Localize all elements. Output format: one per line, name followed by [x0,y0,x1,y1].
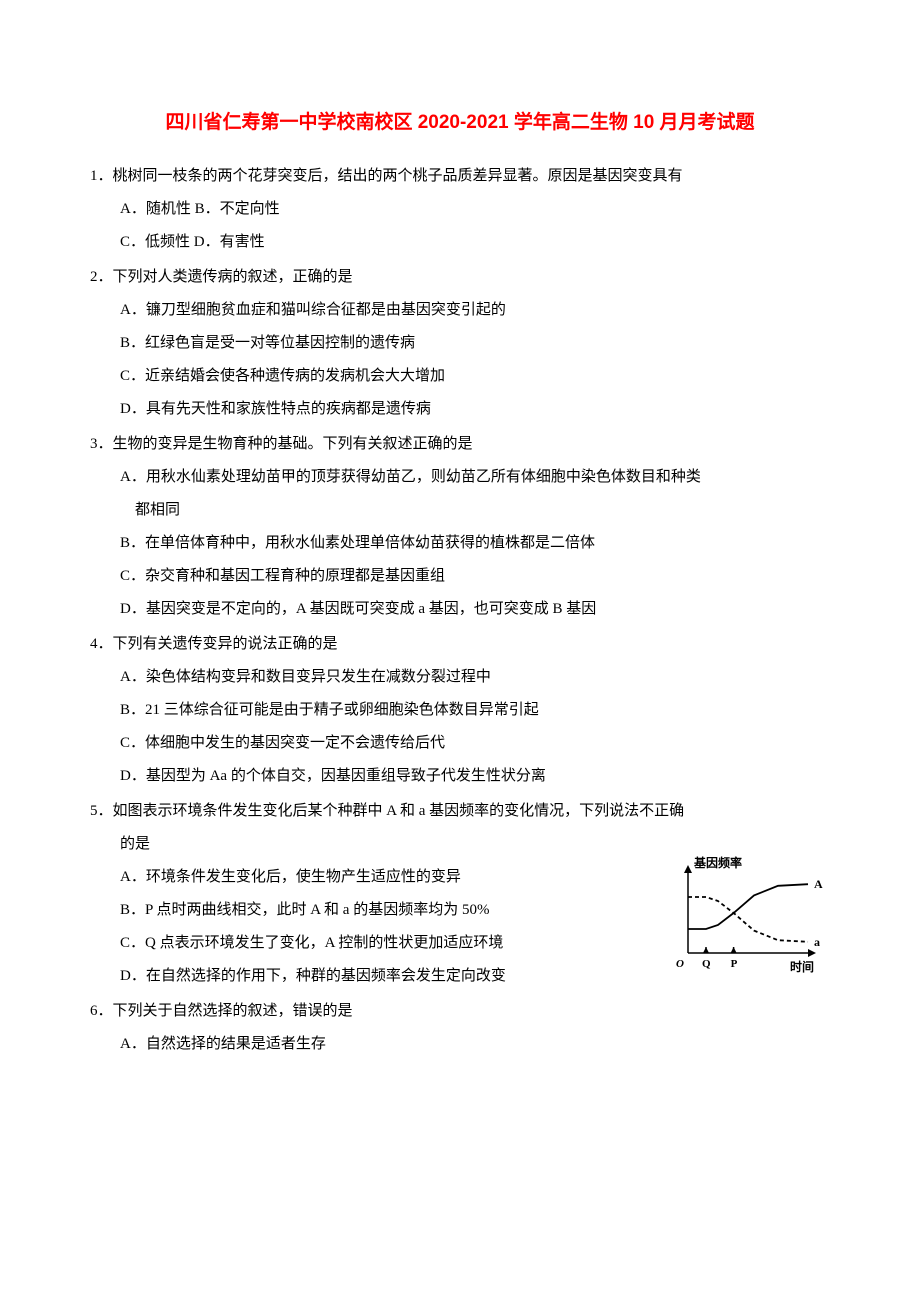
question-1: 1．桃树同一枝条的两个花芽突变后，结出的两个桃子品质差异显著。原因是基因突变具有… [90,160,830,259]
question-1-option-ab: A．随机性 B．不定向性 [90,193,830,226]
question-3-stem: 3．生物的变异是生物育种的基础。下列有关叙述正确的是 [90,428,830,461]
question-3-option-c: C．杂交育种和基因工程育种的原理都是基因重组 [90,560,830,593]
question-4-option-c: C．体细胞中发生的基因突变一定不会遗传给后代 [90,727,830,760]
question-5: 5．如图表示环境条件发生变化后某个种群中 A 和 a 基因频率的变化情况，下列说… [90,795,830,993]
svg-text:时间: 时间 [790,959,814,974]
question-6-option-a: A．自然选择的结果是适者生存 [90,1028,830,1061]
question-2-option-a: A．镰刀型细胞贫血症和猫叫综合征都是由基因突变引起的 [90,294,830,327]
question-4-stem: 4．下列有关遗传变异的说法正确的是 [90,628,830,661]
exam-title: 四川省仁寿第一中学校南校区 2020-2021 学年高二生物 10 月月考试题 [90,100,830,146]
question-6: 6．下列关于自然选择的叙述，错误的是 A．自然选择的结果是适者生存 [90,995,830,1061]
question-1-option-cd: C．低频性 D．有害性 [90,226,830,259]
question-3-option-a-line1: A．用秋水仙素处理幼苗甲的顶芽获得幼苗乙，则幼苗乙所有体细胞中染色体数目和种类 [90,461,830,494]
svg-text:P: P [731,958,738,970]
question-4-option-a: A．染色体结构变异和数目变异只发生在减数分裂过程中 [90,661,830,694]
question-1-stem: 1．桃树同一枝条的两个花芽突变后，结出的两个桃子品质差异显著。原因是基因突变具有 [90,160,830,193]
question-4-option-b: B．21 三体综合征可能是由于精子或卵细胞染色体数目异常引起 [90,694,830,727]
question-2: 2．下列对人类遗传病的叙述，正确的是 A．镰刀型细胞贫血症和猫叫综合征都是由基因… [90,261,830,426]
question-3-option-d: D．基因突变是不定向的，A 基因既可突变成 a 基因，也可突变成 B 基因 [90,593,830,626]
question-5-stem-line1: 5．如图表示环境条件发生变化后某个种群中 A 和 a 基因频率的变化情况，下列说… [90,795,830,828]
svg-text:A: A [814,877,823,891]
question-3: 3．生物的变异是生物育种的基础。下列有关叙述正确的是 A．用秋水仙素处理幼苗甲的… [90,428,830,626]
question-4: 4．下列有关遗传变异的说法正确的是 A．染色体结构变异和数目变异只发生在减数分裂… [90,628,830,793]
question-2-option-d: D．具有先天性和家族性特点的疾病都是遗传病 [90,393,830,426]
question-6-stem: 6．下列关于自然选择的叙述，错误的是 [90,995,830,1028]
question-5-option-b: B．P 点时两曲线相交，此时 A 和 a 的基因频率均为 50% [90,894,660,927]
question-5-option-a: A．环境条件发生变化后，使生物产生适应性的变异 [90,861,660,894]
gene-frequency-chart: 基因频率时间 O Q P Aa [670,855,830,975]
question-4-option-d: D．基因型为 Aa 的个体自交，因基因重组导致子代发生性状分离 [90,760,830,793]
question-3-option-a-line2: 都相同 [90,494,830,527]
svg-text:O: O [676,958,684,970]
question-2-option-c: C．近亲结婚会使各种遗传病的发病机会大大增加 [90,360,830,393]
question-2-option-b: B．红绿色盲是受一对等位基因控制的遗传病 [90,327,830,360]
question-5-option-c: C．Q 点表示环境发生了变化，A 控制的性状更加适应环境 [90,927,660,960]
svg-text:基因频率: 基因频率 [693,855,742,870]
exam-page: 四川省仁寿第一中学校南校区 2020-2021 学年高二生物 10 月月考试题 … [0,0,920,1123]
question-5-option-d: D．在自然选择的作用下，种群的基因频率会发生定向改变 [90,960,660,993]
question-3-option-b: B．在单倍体育种中，用秋水仙素处理单倍体幼苗获得的植株都是二倍体 [90,527,830,560]
svg-text:Q: Q [702,958,711,970]
svg-text:a: a [814,934,820,948]
question-2-stem: 2．下列对人类遗传病的叙述，正确的是 [90,261,830,294]
